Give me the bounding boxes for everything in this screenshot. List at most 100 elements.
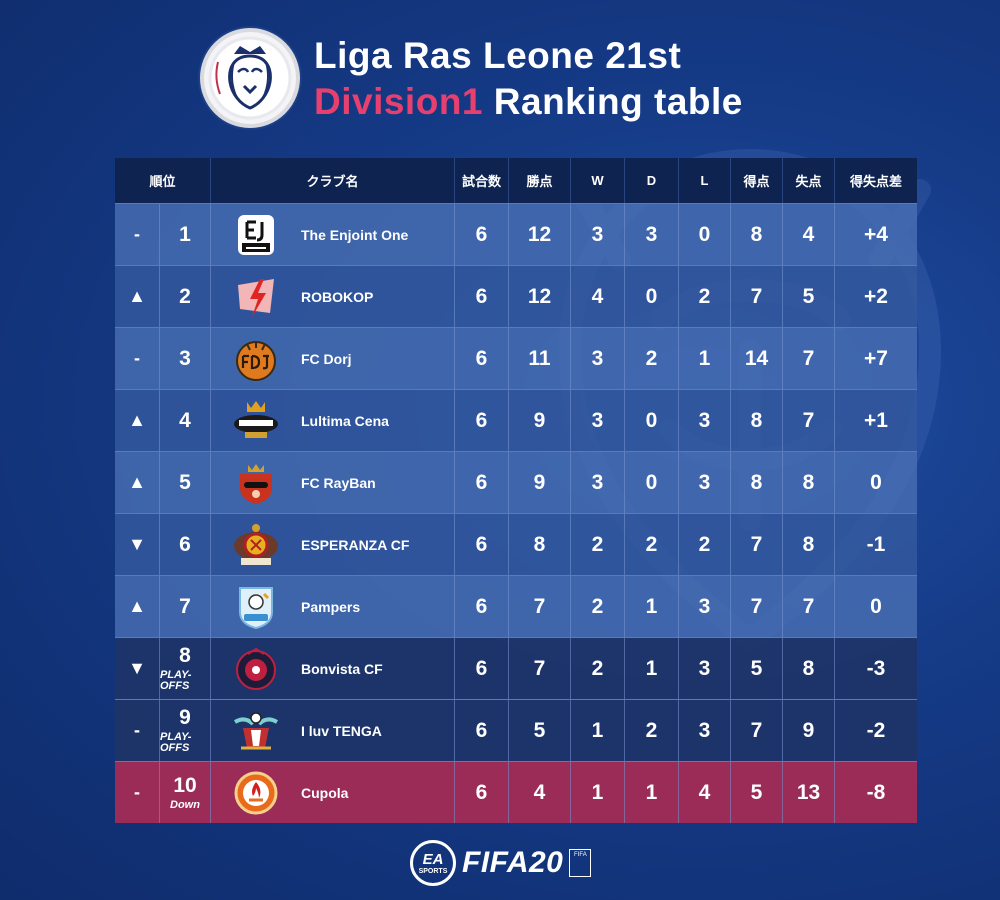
goal-difference-cell: 0 xyxy=(870,470,882,494)
movement-indicator: ▼ xyxy=(115,514,160,575)
table-header: 順位 クラブ名 試合数 勝点 W D L 得点 失点 得失点差 xyxy=(115,158,917,203)
club-name: FC RayBan xyxy=(301,474,376,491)
playoffs-note: PLAY-OFFS xyxy=(160,731,192,754)
goals-for-cell: 8 xyxy=(731,204,783,265)
movement-indicator: - xyxy=(115,328,160,389)
points-cell: 7 xyxy=(509,638,571,699)
col-club: クラブ名 xyxy=(211,158,455,203)
losses-cell: 3 xyxy=(679,638,731,699)
played-cell: 6 xyxy=(455,576,509,637)
goal-difference-cell: -1 xyxy=(866,532,886,556)
wins-cell: 3 xyxy=(571,328,625,389)
club-cell: ROBOKOP xyxy=(211,266,455,327)
goal-difference-cell: -8 xyxy=(866,780,886,804)
goals-for-cell: 8 xyxy=(731,452,783,513)
goals-against-cell: 8 xyxy=(783,452,835,513)
rank-cell: 3 xyxy=(160,328,211,389)
rank-number: 6 xyxy=(179,533,191,556)
fc-dorj-crest-icon xyxy=(231,336,281,382)
wins-cell: 4 xyxy=(571,266,625,327)
ranking-table: 順位 クラブ名 試合数 勝点 W D L 得点 失点 得失点差 - 1 The … xyxy=(115,158,917,823)
rank-number: 10 xyxy=(173,773,197,797)
club-cell: Lultima Cena xyxy=(211,390,455,451)
club-cell: ESPERANZA CF xyxy=(211,514,455,575)
fifa-badge-text: FIFA xyxy=(574,852,587,858)
played-cell: 6 xyxy=(455,390,509,451)
table-row: ▲ 5 FC RayBan 6 9 3 0 3 8 8 0 xyxy=(115,451,917,513)
movement-indicator: ▲ xyxy=(115,452,160,513)
col-losses: L xyxy=(679,158,731,203)
points-cell: 9 xyxy=(509,390,571,451)
played-cell: 6 xyxy=(455,452,509,513)
draws-cell: 1 xyxy=(625,638,679,699)
points-cell: 9 xyxy=(509,452,571,513)
goals-against-cell: 13 xyxy=(783,762,835,823)
lion-logo-icon xyxy=(208,36,292,120)
goals-for-cell: 8 xyxy=(731,390,783,451)
wins-cell: 2 xyxy=(571,576,625,637)
movement-indicator: ▲ xyxy=(115,390,160,451)
club-cell: FC Dorj xyxy=(211,328,455,389)
rank-number: 9 xyxy=(179,706,191,729)
table-row: ▼ 8 PLAY-OFFS Bonvista CF 6 7 2 1 3 5 8 … xyxy=(115,637,917,699)
played-cell: 6 xyxy=(455,638,509,699)
draws-cell: 0 xyxy=(625,266,679,327)
wins-cell: 1 xyxy=(571,700,625,761)
losses-cell: 2 xyxy=(679,266,731,327)
wins-cell: 3 xyxy=(571,390,625,451)
rank-number: 7 xyxy=(179,595,191,618)
club-name: FC Dorj xyxy=(301,350,352,367)
enjoint-one-crest-icon xyxy=(231,212,281,258)
rank-cell: 10 Down xyxy=(160,762,211,823)
club-cell: Pampers xyxy=(211,576,455,637)
draws-cell: 0 xyxy=(625,390,679,451)
club-name: ROBOKOP xyxy=(301,288,374,305)
goal-difference-cell: +7 xyxy=(864,346,888,370)
esperanza-cf-crest-icon xyxy=(231,522,281,568)
goals-for-cell: 7 xyxy=(731,700,783,761)
goals-against-cell: 7 xyxy=(783,390,835,451)
rank-cell: 6 xyxy=(160,514,211,575)
losses-cell: 3 xyxy=(679,576,731,637)
goals-for-cell: 7 xyxy=(731,576,783,637)
col-points: 勝点 xyxy=(509,158,571,203)
goals-against-cell: 8 xyxy=(783,514,835,575)
col-rank: 順位 xyxy=(115,158,211,203)
goals-for-cell: 7 xyxy=(731,514,783,575)
fifa20-logo: FIFA20 xyxy=(462,846,564,879)
ea-logo-text: EA xyxy=(422,850,444,868)
goals-against-cell: 7 xyxy=(783,328,835,389)
club-cell: FC RayBan xyxy=(211,452,455,513)
title-line-2: Division1 Ranking table xyxy=(314,83,743,120)
movement-indicator: - xyxy=(115,204,160,265)
rank-cell: 2 xyxy=(160,266,211,327)
losses-cell: 2 xyxy=(679,514,731,575)
points-cell: 5 xyxy=(509,700,571,761)
ea-sports-text: SPORTS xyxy=(418,867,448,875)
goal-difference-cell: -3 xyxy=(866,656,886,680)
rank-cell: 9 PLAY-OFFS xyxy=(160,700,211,761)
draws-cell: 1 xyxy=(625,762,679,823)
points-cell: 12 xyxy=(509,266,571,327)
movement-indicator: - xyxy=(115,700,160,761)
draws-cell: 2 xyxy=(625,328,679,389)
table-row: ▲ 7 Pampers 6 7 2 1 3 7 7 0 xyxy=(115,575,917,637)
rank-number: 2 xyxy=(179,285,191,308)
goals-for-cell: 5 xyxy=(731,762,783,823)
table-row: ▼ 6 ESPERANZA CF 6 8 2 2 2 7 8 -1 xyxy=(115,513,917,575)
movement-indicator: ▼ xyxy=(115,638,160,699)
goals-against-cell: 8 xyxy=(783,638,835,699)
robokop-crest-icon xyxy=(231,274,281,320)
played-cell: 6 xyxy=(455,204,509,265)
points-cell: 4 xyxy=(509,762,571,823)
table-row: ▲ 4 Lultima Cena 6 9 3 0 3 8 7 +1 xyxy=(115,389,917,451)
rank-number: 5 xyxy=(179,471,191,494)
i-luv-tenga-crest-icon xyxy=(231,708,281,754)
draws-cell: 2 xyxy=(625,514,679,575)
rank-cell: 4 xyxy=(160,390,211,451)
wins-cell: 2 xyxy=(571,514,625,575)
movement-indicator: ▲ xyxy=(115,576,160,637)
goal-difference-cell: +1 xyxy=(864,408,888,432)
played-cell: 6 xyxy=(455,328,509,389)
col-wins: W xyxy=(571,158,625,203)
